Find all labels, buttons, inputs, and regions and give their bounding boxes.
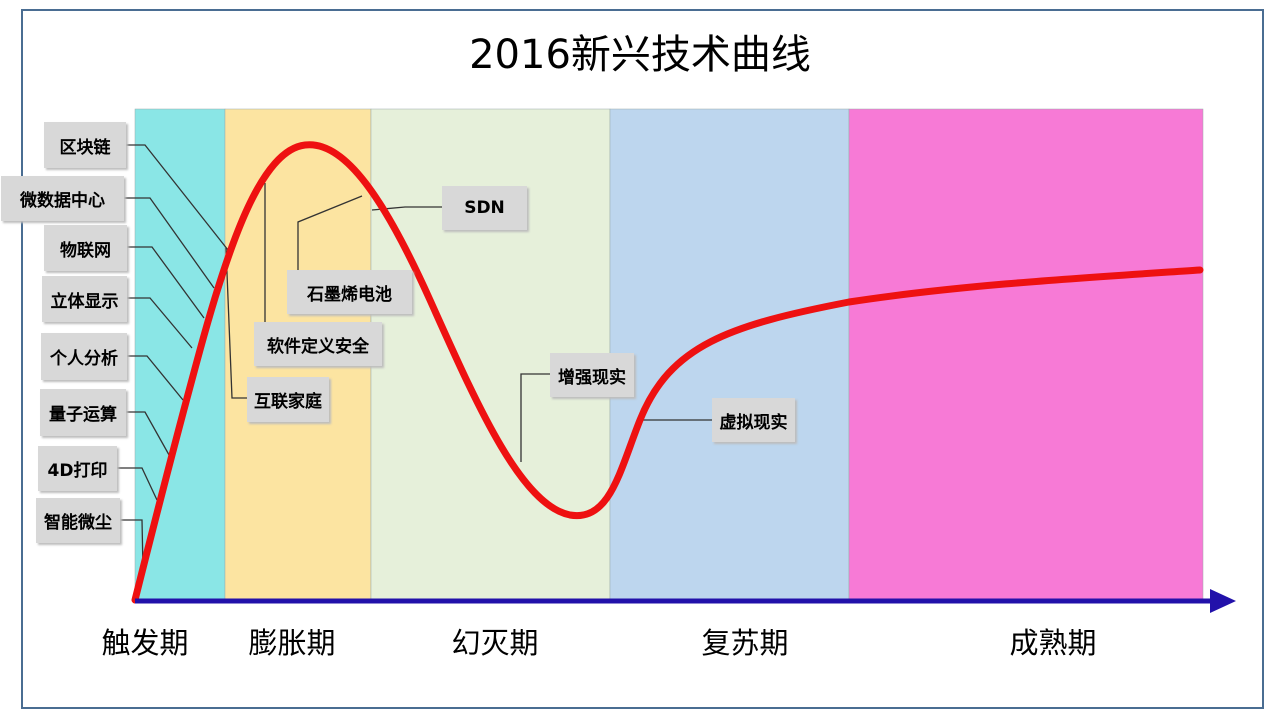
leader-line-graphene-battery bbox=[297, 195, 363, 272]
leader-line-micro-datacenter bbox=[124, 197, 215, 289]
tech-label-blockchain: 区块链 bbox=[44, 122, 126, 168]
tech-label-graphene-battery: 石墨烯电池 bbox=[287, 270, 412, 314]
tech-label-personal-analytics: 个人分析 bbox=[41, 333, 127, 380]
phase-label-plateau: 成熟期 bbox=[1009, 626, 1097, 660]
tech-label-4d-printing: 4D打印 bbox=[38, 446, 117, 491]
tech-label-software-defined-security: 软件定义安全 bbox=[254, 322, 382, 366]
leader-line-4d-printing bbox=[117, 467, 158, 501]
leader-line-blockchain bbox=[126, 144, 229, 251]
phase-label-trough: 幻灭期 bbox=[451, 626, 539, 660]
leader-line-connected-home bbox=[225, 247, 247, 399]
phase-band-slope bbox=[609, 108, 850, 602]
leader-line-smart-dust bbox=[120, 519, 144, 571]
phase-label-trigger: 触发期 bbox=[101, 626, 189, 660]
tech-label-iot: 物联网 bbox=[44, 225, 127, 271]
phase-band-plateau bbox=[848, 108, 1204, 602]
phase-label-peak: 膨胀期 bbox=[248, 626, 336, 660]
phase-band-trigger bbox=[134, 108, 226, 602]
tech-label-sdn: SDN bbox=[442, 186, 527, 230]
tech-label-3d-display: 立体显示 bbox=[42, 276, 127, 322]
leader-line-3d-display bbox=[127, 297, 193, 349]
slide-frame bbox=[21, 9, 1264, 709]
hype-curve bbox=[131, 141, 1204, 604]
tech-label-connected-home: 互联家庭 bbox=[247, 377, 329, 422]
tech-label-vr: 虚拟现实 bbox=[712, 398, 795, 442]
leader-line-ar bbox=[520, 373, 555, 462]
leader-line-iot bbox=[127, 246, 205, 319]
tech-label-ar: 增强现实 bbox=[550, 353, 634, 397]
phase-label-slope: 复苏期 bbox=[701, 626, 789, 660]
leader-line-quantum-computing bbox=[126, 411, 174, 463]
axis-arrow-icon bbox=[1210, 589, 1236, 613]
tech-label-micro-datacenter: 微数据中心 bbox=[1, 176, 124, 221]
tech-label-quantum-computing: 量子运算 bbox=[40, 389, 126, 436]
chart-title: 2016新兴技术曲线 bbox=[469, 32, 811, 78]
leader-line-personal-analytics bbox=[127, 355, 184, 401]
tech-label-smart-dust: 智能微尘 bbox=[36, 498, 120, 543]
